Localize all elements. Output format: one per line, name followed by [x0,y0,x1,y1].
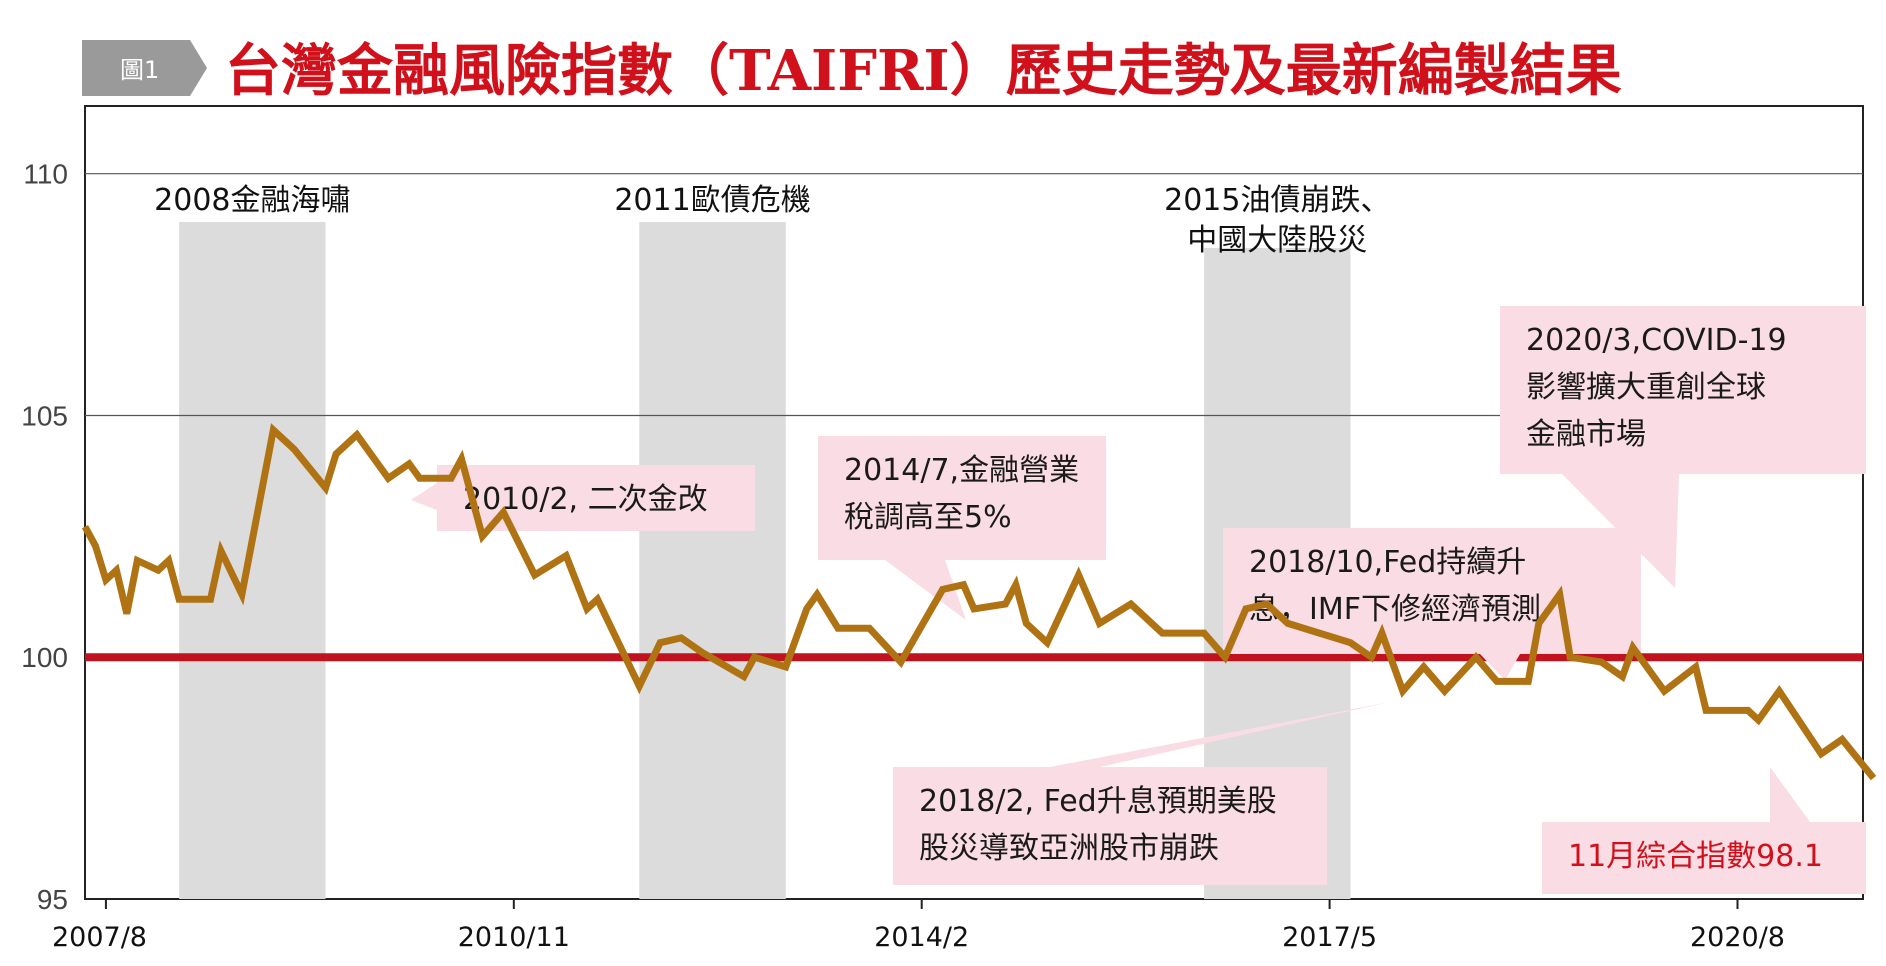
callout-pointer [411,483,437,510]
callout-box [818,436,1106,560]
x-tick-label: 2014/2 [874,922,969,953]
y-tick-label: 105 [21,400,68,431]
callout-text: 2020/3,COVID-19 [1526,323,1787,358]
callout-pointer [1770,767,1810,822]
crisis-band-label: 2015油債崩跌、 [1164,183,1390,218]
callout-text: 11月綜合指數98.1 [1568,839,1823,874]
y-tick-label: 100 [21,642,68,673]
callout-text: 稅調高至5% [844,500,1012,535]
chart-title: 台灣金融風險指數（TAIFRI）歷史走勢及最新編製結果 [225,38,1622,104]
crisis-band [179,222,326,899]
callout-text: 息，IMF下修經濟預測 [1249,592,1541,627]
callout-text: 金融市場 [1526,417,1646,452]
crisis-band-label: 2008金融海嘯 [154,183,350,218]
callout-box [1542,822,1866,894]
callout-text: 2018/10,Fed持續升 [1249,545,1526,580]
crisis-band-label: 2011歐債危機 [614,183,810,218]
x-tick-label: 2017/5 [1282,922,1377,953]
x-tick-label: 2007/8 [52,922,147,953]
callout-text: 2014/7,金融營業 [844,453,1079,488]
figure-badge-label: 圖1 [120,56,159,84]
crisis-band-label: 中國大陸股災 [1187,223,1367,258]
callout-box [1223,528,1641,654]
y-tick-label: 95 [37,884,68,915]
plot-frame [84,105,1864,900]
callout-pointer [885,560,966,620]
callout-box [893,767,1327,885]
callout-text: 2018/2, Fed升息預期美股 [919,784,1277,819]
y-tick-label: 110 [23,159,68,190]
callout-box [1500,306,1866,474]
callout-text: 影響擴大重創全球 [1526,370,1766,405]
x-tick-label: 2010/11 [458,922,570,953]
callout-box [437,465,755,531]
callout-pointer [1480,654,1520,680]
taifri-series-line [81,423,1877,781]
x-tick-label: 2020/8 [1690,922,1785,953]
crisis-band [639,222,786,899]
callout-pointer [1050,702,1390,767]
figure-badge [82,40,207,96]
callout-text: 股災導致亞洲股市崩跌 [919,831,1219,866]
